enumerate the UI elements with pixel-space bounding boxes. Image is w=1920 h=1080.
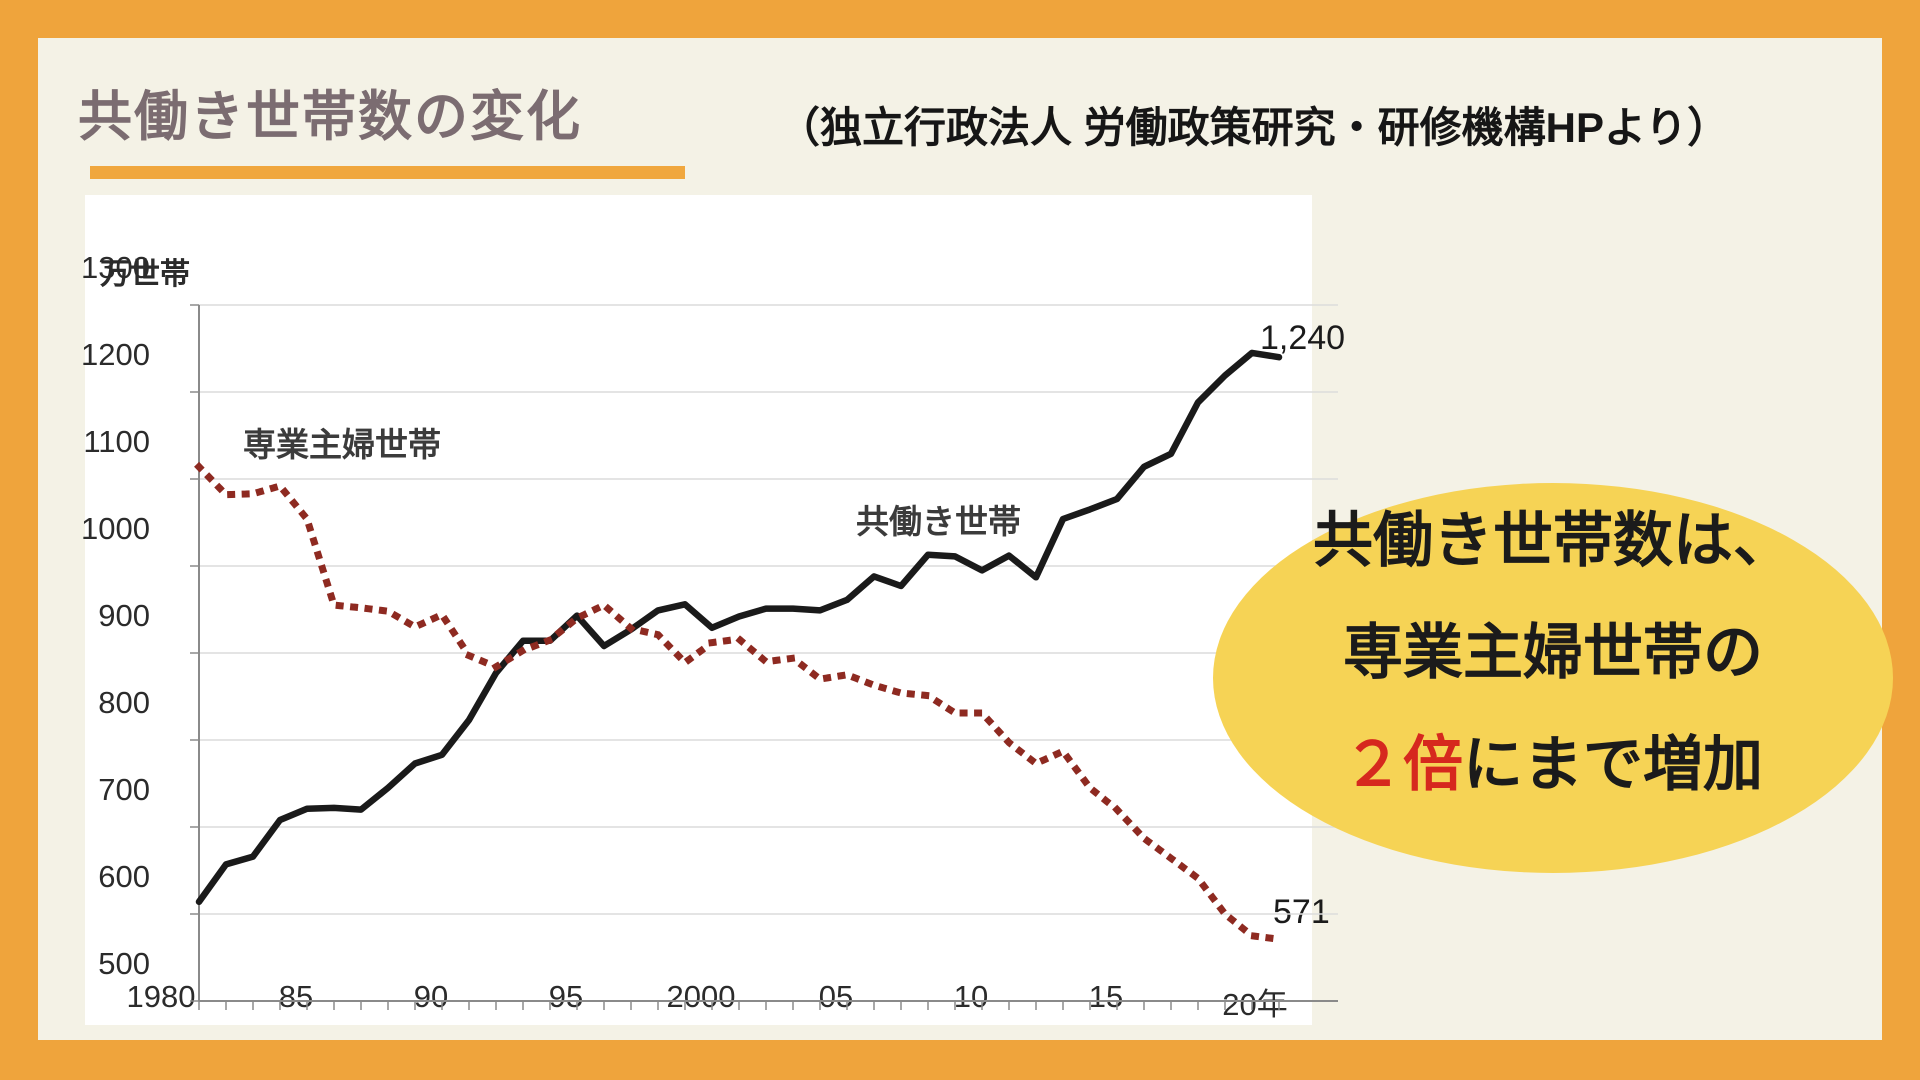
y-tick-label-1100: 1100 xyxy=(83,424,150,459)
x-tick-label-1980: 1980 xyxy=(126,979,196,1014)
chart-panel: 万世帯 専業主婦世帯 共働き世帯 1,240 571 1300 1200 1100 1… xyxy=(81,195,1345,1025)
x-tick-label-20年: 20年 xyxy=(1222,987,1288,1022)
y-tick-label-600: 600 xyxy=(98,859,150,894)
y-tick-label-700: 700 xyxy=(98,772,150,807)
y-axis-unit-label: 万世帯 xyxy=(100,258,190,291)
x-tick-label-10: 10 xyxy=(953,979,989,1014)
end-value-label-dual-income: 1,240 xyxy=(1260,319,1346,357)
end-value-label-housewife: 571 xyxy=(1273,893,1330,931)
callout-line-3-rest: にまで増加 xyxy=(1463,731,1763,798)
slide-content-area: 共働き世帯数の変化 （独立行政法人 労働政策研究・研修機構HPより） 万世帯 専… xyxy=(38,38,1893,1040)
y-tick-label-1300: 1300 xyxy=(81,250,150,285)
y-tick-label-900: 900 xyxy=(98,598,150,633)
callout-line-3: ２倍にまで増加 xyxy=(1343,709,1763,821)
x-tick-label-05: 05 xyxy=(818,979,854,1014)
callout-emphasis-2x: ２倍 xyxy=(1343,731,1463,798)
callout-line-1: 共働き世帯数は、 xyxy=(1313,507,1793,574)
callout-ellipse: 共働き世帯数は、 専業主婦世帯の ２倍にまで増加 xyxy=(1213,483,1893,873)
callout-line-2: 専業主婦世帯の xyxy=(1343,619,1763,686)
page-title: 共働き世帯数の変化 xyxy=(78,87,582,147)
y-tick-label-1200: 1200 xyxy=(81,337,150,372)
y-tick-label-500: 500 xyxy=(98,946,150,981)
source-attribution: （独立行政法人 労働政策研究・研修機構HPより） xyxy=(778,104,1730,151)
y-tick-label-1000: 1000 xyxy=(81,511,150,546)
x-tick-label-2000: 2000 xyxy=(666,979,736,1014)
title-underline xyxy=(90,166,685,179)
x-tick-label-85: 85 xyxy=(278,979,314,1014)
series-label-housewife: 専業主婦世帯 xyxy=(243,426,441,463)
x-tick-label-95: 95 xyxy=(548,979,584,1014)
x-tick-label-15: 15 xyxy=(1088,979,1124,1014)
x-tick-label-90: 90 xyxy=(413,979,449,1014)
series-label-dual-income: 共働き世帯 xyxy=(856,503,1021,540)
y-tick-label-800: 800 xyxy=(98,685,150,720)
